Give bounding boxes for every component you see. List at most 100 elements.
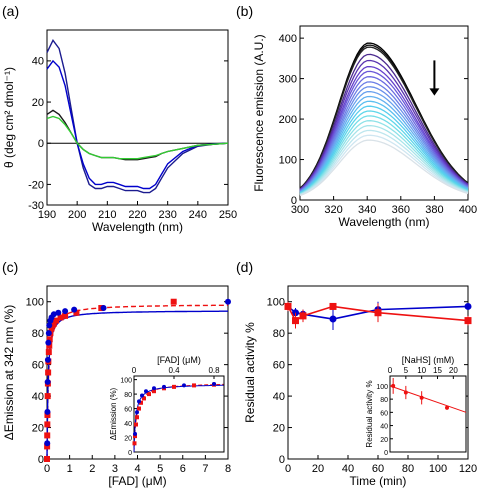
data-point-blue [44, 440, 51, 447]
inset-point-blue [135, 410, 139, 415]
y-axis-title: ΔEmission at 342 nm (%) [2, 305, 16, 440]
x-tick-label: 100 [429, 463, 447, 475]
data-point-blue [55, 309, 62, 316]
y-tick-label: 100 [279, 154, 297, 166]
y-tick-label: 80 [32, 328, 44, 340]
x-tick-label: 240 [189, 209, 207, 221]
emission-line [299, 139, 469, 197]
data-point-blue [50, 311, 57, 318]
data-point-blue [44, 356, 51, 363]
emission-line [299, 110, 469, 194]
data-point-blue [45, 330, 52, 337]
emission-line [299, 90, 469, 193]
data-point-blue [46, 322, 53, 329]
inset-point [403, 390, 408, 395]
emission-line [299, 70, 469, 191]
x-tick-label: 0 [44, 463, 50, 475]
x-axis-title: Wavelength (nm) [92, 220, 183, 234]
panel-label-a: (a) [2, 3, 19, 19]
y-tick-label: 40 [273, 391, 285, 403]
data-point-red [44, 456, 50, 462]
y-axis-title: θ (deg cm² dmol⁻¹) [2, 67, 16, 168]
panel-label-c: (c) [2, 259, 18, 275]
x-tick-label: 120 [459, 463, 477, 475]
y-tick-label: 40 [32, 391, 44, 403]
x-tick-label: 2 [89, 463, 95, 475]
y-tick-label: 60 [273, 359, 285, 371]
inset-point-blue [140, 393, 144, 398]
x-tick-label: 1 [67, 463, 73, 475]
y-tick-label: 60 [32, 359, 44, 371]
emission-line [299, 134, 469, 196]
inset-y-tick-label: 20 [124, 436, 132, 443]
y-tick-label: 300 [279, 73, 297, 85]
y-tick-label: 20 [32, 422, 44, 434]
data-point-blue [45, 339, 52, 346]
data-point-blue [44, 408, 51, 415]
inset-point-blue [162, 384, 166, 389]
inset-point [445, 405, 449, 410]
inset-point-blue [144, 389, 148, 394]
inset-y-tick-label: 0 [128, 450, 132, 457]
inset-point-red [152, 389, 156, 394]
panel-b-axes: 300 320 340 360 380 400 0 100 200 300 400 Wavelengt… [252, 25, 477, 229]
emission-line [299, 76, 469, 192]
y-tick-label: 0 [38, 138, 44, 150]
emission-line [299, 100, 469, 194]
emission-line [299, 120, 469, 195]
data-point-red [44, 443, 51, 450]
y-tick-label: 100 [26, 297, 44, 309]
y-tick-label: 400 [279, 33, 297, 45]
x-tick-label: 200 [68, 209, 86, 221]
inset-y-tick-label: 80 [124, 392, 132, 399]
x-axis-title: Time (min) [350, 474, 407, 488]
inset-y-tick-label: 20 [380, 437, 388, 444]
y-axis-title: Residual activity % [243, 322, 257, 423]
data-point-red [48, 325, 55, 332]
inset-point [391, 383, 396, 388]
x-tick-label: 340 [358, 204, 376, 216]
x-axis-title: Wavelength (nm) [339, 215, 430, 229]
x-tick-label: 40 [342, 463, 354, 475]
emission-line [299, 124, 469, 195]
y-tick-label: 20 [273, 422, 285, 434]
inset-point-red [133, 434, 137, 439]
inset-y-tick-label: 60 [124, 407, 132, 414]
inset-x-tick-label: 0.8 [208, 366, 220, 375]
data-point-red [46, 342, 53, 349]
x-tick-label: 60 [372, 463, 384, 475]
inset-y-tick-label: 40 [380, 424, 388, 431]
inset-point-red [134, 422, 138, 427]
panel-d-inset: 0 5 10 15 20[NaHS] (mM)020406080100Residual … [365, 355, 467, 457]
x-tick-label: 220 [128, 209, 146, 221]
y-tick-label: 0 [38, 454, 44, 466]
data-point-blue [329, 315, 337, 323]
x-tick-label: 3 [112, 463, 118, 475]
inset-point-red [172, 384, 176, 389]
data-point-red [44, 393, 51, 400]
emission-line [299, 81, 469, 192]
inset-y-tick-label: 40 [124, 421, 132, 428]
inset-y-tick-label: 60 [380, 410, 388, 417]
data-point-red [73, 309, 80, 316]
data-point-red [44, 411, 51, 418]
data-point-red [62, 312, 69, 319]
data-point-red [374, 309, 382, 317]
x-tick-label: 230 [158, 209, 176, 221]
y-tick-label: 40 [32, 56, 44, 68]
inset-y-axis-title: Residual activity % [365, 380, 374, 447]
inset-point-red [139, 400, 143, 405]
x-tick-label: 0 [285, 463, 291, 475]
x-tick-label: 4 [134, 463, 140, 475]
inset-x-tick-label: 10 [417, 366, 426, 375]
inset-fit-blue [133, 384, 224, 453]
data-point-red [44, 421, 51, 428]
y-tick-label: -30 [28, 200, 44, 212]
inset-y-tick-label: 100 [376, 384, 388, 391]
y-tick-label: 100 [267, 297, 285, 309]
inset-fit-line [389, 385, 467, 413]
y-tick-label: -20 [28, 179, 44, 191]
inset-x-tick-label: 5 [404, 366, 409, 375]
